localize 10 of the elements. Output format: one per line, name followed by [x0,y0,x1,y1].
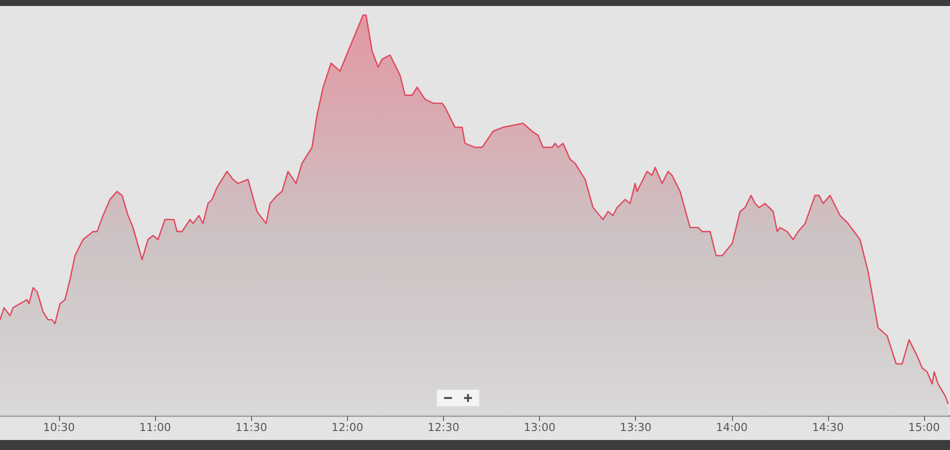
x-tick-label: 12:00 [332,421,364,434]
x-tick-label: 11:30 [235,421,268,434]
x-tick-label: 11:00 [139,421,171,434]
x-tick-label: 10:30 [43,421,75,434]
x-tick-label: 14:30 [812,421,844,434]
x-tick-label: 13:00 [524,421,556,434]
x-tick-label: 13:30 [620,421,652,434]
x-tick-label: 15:00 [908,421,940,434]
x-tick-label: 14:00 [716,421,748,434]
x-tick-label: 12:30 [428,421,460,434]
